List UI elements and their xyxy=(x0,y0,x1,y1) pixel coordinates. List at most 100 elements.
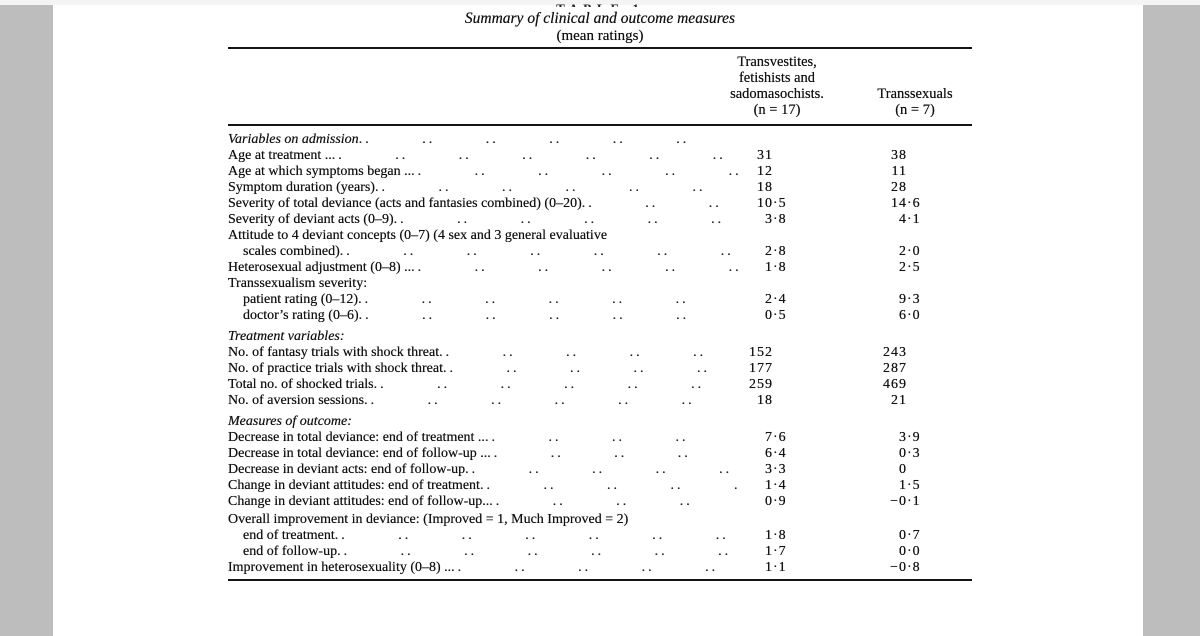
dot-leader xyxy=(487,446,738,462)
table-row: Severity of deviant acts (0–9) 3·8 4·1 xyxy=(228,212,972,228)
dot-leader xyxy=(358,292,738,308)
row-label: Change in deviant attitudes: end of trea… xyxy=(228,478,480,493)
value-cell: 9 xyxy=(899,292,907,307)
value-cell: 31 xyxy=(757,148,773,163)
value-cell: 0 xyxy=(899,446,907,461)
value-cell: ·6 xyxy=(773,430,787,445)
table-row: end of treatment 1·8 0·7 xyxy=(228,528,972,544)
table-row: Improvement in heterosexuality (0–8) .. … xyxy=(228,560,972,576)
value-cell: 287 xyxy=(883,361,907,376)
table-row: Change in deviant attitudes: end of trea… xyxy=(228,478,972,494)
row-label: Age at treatment .. xyxy=(228,148,332,163)
row-label: Transsexualism severity: xyxy=(228,276,368,291)
row-label: patient rating (0–12) xyxy=(243,292,359,307)
value-cell xyxy=(907,393,972,409)
row-label: Improvement in heterosexuality (0–8) .. xyxy=(228,560,452,575)
row-label: end of treatment xyxy=(243,528,335,543)
table-row: Total no. of shocked trials 259 469 xyxy=(228,377,972,393)
value-cell: 1 xyxy=(765,528,773,543)
row-label: Change in deviant attitudes: end of foll… xyxy=(228,494,490,509)
column-header-group1: Transvestites, fetishists and sadomasoch… xyxy=(730,54,824,118)
value-cell: 6 xyxy=(765,446,773,461)
value-cell: ·1 xyxy=(907,212,921,227)
table-row: end of follow-up 1·7 0·0 xyxy=(228,544,972,560)
value-cell: 259 xyxy=(749,377,773,392)
table-row: No. of aversion sessions 18 21 xyxy=(228,393,972,409)
table-row: Transsexualism severity: xyxy=(228,276,972,292)
row-label: Severity of total deviance (acts and fan… xyxy=(228,196,582,211)
value-cell xyxy=(907,148,972,164)
dot-leader xyxy=(480,478,738,494)
value-cell: 2 xyxy=(765,244,773,259)
value-cell xyxy=(773,148,805,164)
table-row: Variables on admission xyxy=(228,132,972,148)
value-cell xyxy=(907,361,972,377)
header-rule xyxy=(228,124,972,126)
table-row: Decrease in deviant acts: end of follow-… xyxy=(228,462,972,478)
dot-leader xyxy=(332,148,738,164)
value-cell: 2 xyxy=(899,260,907,275)
dot-leader xyxy=(340,244,738,260)
value-cell: ·4 xyxy=(773,292,787,307)
row-label: Treatment variables: xyxy=(228,329,345,344)
dot-leader xyxy=(411,260,738,276)
value-cell: ·5 xyxy=(907,478,921,493)
dot-leader xyxy=(337,544,738,560)
value-cell: ·5 xyxy=(907,260,921,275)
value-cell: ·3 xyxy=(773,462,787,477)
value-cell xyxy=(773,164,805,180)
value-cell: ·8 xyxy=(773,212,787,227)
value-cell: 4 xyxy=(899,212,907,227)
table-row: Heterosexual adjustment (0–8) .. 1·8 2·5 xyxy=(228,260,972,276)
value-cell: 2 xyxy=(899,244,907,259)
value-cell xyxy=(773,393,805,409)
row-label: doctor’s rating (0–6) xyxy=(243,308,359,323)
value-cell: 0 xyxy=(765,494,773,509)
value-cell: 469 xyxy=(883,377,907,392)
value-cell: ·6 xyxy=(907,196,921,211)
row-label: Heterosexual adjustment (0–8) .. xyxy=(228,260,412,275)
dot-leader xyxy=(582,196,738,212)
table-row: Attitude to 4 deviant concepts (0–7) (4 … xyxy=(228,228,972,244)
value-cell xyxy=(907,377,972,393)
value-cell: 0 xyxy=(899,462,907,477)
value-cell: ·1 xyxy=(907,494,921,509)
value-cell: ·0 xyxy=(907,244,921,259)
value-cell xyxy=(773,361,805,377)
value-cell: 152 xyxy=(749,345,773,360)
dot-leader xyxy=(335,528,738,544)
value-cell xyxy=(907,164,972,180)
value-cell: ·7 xyxy=(907,528,921,543)
value-cell xyxy=(773,180,805,196)
row-label: No. of aversion sessions xyxy=(228,393,365,408)
dot-leader xyxy=(485,430,738,446)
value-cell: 2 xyxy=(765,292,773,307)
value-cell: 12 xyxy=(757,164,773,179)
value-cell: 3 xyxy=(765,462,773,477)
table-row: No. of fantasy trials with shock threat … xyxy=(228,345,972,361)
table-row: Severity of total deviance (acts and fan… xyxy=(228,196,972,212)
dot-leader xyxy=(375,180,738,196)
table-row: scales combined) 2·8 2·0 xyxy=(228,244,972,260)
dot-leader xyxy=(411,164,738,180)
value-cell: 10 xyxy=(757,196,773,211)
row-label: Decrease in total deviance: end of treat… xyxy=(228,430,485,445)
value-cell: 1 xyxy=(765,560,773,575)
row-label: Age at which symptoms began .. xyxy=(228,164,412,179)
row-label: Severity of deviant acts (0–9) xyxy=(228,212,394,227)
value-cell: 1 xyxy=(765,478,773,493)
value-cell: 3 xyxy=(765,212,773,227)
value-cell: ·1 xyxy=(773,560,787,575)
value-cell: ·3 xyxy=(907,292,921,307)
row-label: Total no. of shocked trials xyxy=(228,377,374,392)
value-cell: ·7 xyxy=(773,544,787,559)
dot-leader xyxy=(443,361,738,377)
value-cell xyxy=(773,377,805,393)
value-cell: 38 xyxy=(891,148,907,163)
value-cell: ·9 xyxy=(907,430,921,445)
value-cell xyxy=(907,462,972,478)
dot-leader xyxy=(451,560,738,576)
row-label: Symptom duration (years) xyxy=(228,180,375,195)
value-cell: 28 xyxy=(891,180,907,195)
dot-leader xyxy=(359,132,738,148)
